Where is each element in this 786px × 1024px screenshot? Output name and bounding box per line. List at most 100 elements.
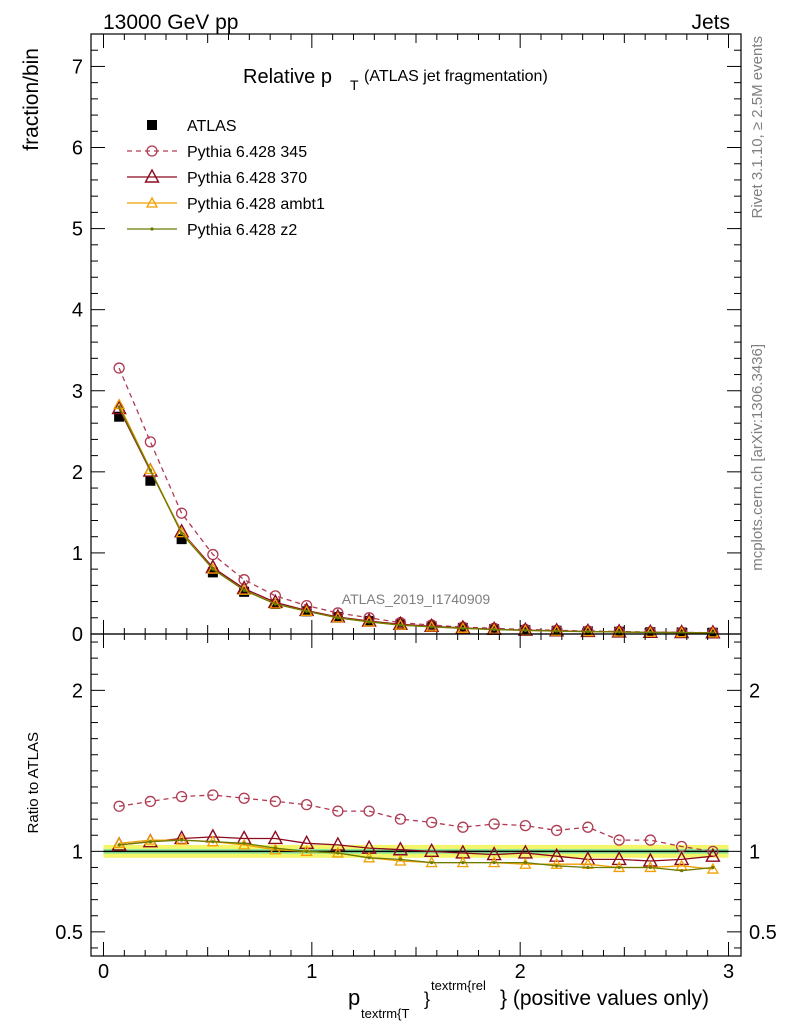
rivet-label: Rivet 3.1.10, ≥ 2.5M events: [749, 36, 766, 219]
y-tick-label: 2: [72, 680, 83, 702]
header-left: 13000 GeV pp: [103, 11, 238, 34]
y-tick-label: 3: [72, 381, 83, 403]
data-point: [394, 854, 407, 866]
data-point: [711, 865, 715, 870]
data-point: [113, 800, 125, 812]
series-line: [118, 367, 713, 634]
data-point: [548, 847, 565, 862]
data-point: [461, 861, 465, 865]
data-point: [586, 630, 590, 634]
data-point: [180, 531, 184, 536]
data-point: [144, 795, 157, 808]
legend-item: Pythia 6.428 ambt1: [127, 196, 325, 213]
data-point: [211, 567, 215, 571]
data-point: [305, 849, 309, 853]
data-point: [673, 624, 690, 639]
data-point: [117, 405, 121, 409]
data-point: [269, 843, 282, 855]
legend-label: Pythia 6.428 z2: [187, 222, 297, 239]
data-point: [550, 857, 563, 869]
data-point: [582, 821, 594, 833]
data-point: [425, 816, 438, 829]
title-rest: (ATLAS jet fragmentation): [364, 68, 548, 85]
data-point: [305, 609, 309, 613]
x-tick-label: 2: [515, 961, 526, 983]
data-point: [430, 861, 434, 865]
legend-marker: [147, 120, 157, 130]
data-point: [523, 861, 527, 865]
legend-label: Pythia 6.428 ambt1: [187, 196, 325, 213]
data-point: [550, 824, 563, 837]
data-point: [180, 838, 184, 842]
main-panel: 0 1 2 3 4 5 6 7: [72, 33, 742, 646]
series-line: [119, 836, 713, 862]
series-pythia-6-428-z2: [117, 838, 715, 873]
data-point: [239, 586, 250, 597]
data-point: [648, 630, 652, 634]
y-tick-label-right: 1: [749, 841, 760, 863]
data-point: [332, 805, 344, 817]
data-point: [145, 475, 156, 486]
data-point: [144, 833, 157, 845]
legend-marker: [145, 196, 159, 208]
data-point: [238, 583, 251, 595]
mcplots-label: mcplots.cern.ch [arXiv:1306.3436]: [749, 344, 766, 571]
legend-item: Pythia 6.428 370: [127, 168, 307, 187]
data-point: [488, 818, 500, 830]
data-point: [644, 834, 657, 846]
data-point: [330, 836, 346, 851]
y-tick-label: 2: [72, 462, 83, 484]
y-tick-label-right: 2: [749, 680, 760, 702]
ratio-ylabel: Ratio to ATLAS: [25, 732, 42, 833]
legend-marker: [146, 145, 158, 157]
series-pythia-6-428-z2: [117, 405, 715, 635]
data-point: [175, 507, 188, 519]
data-point: [492, 861, 496, 865]
data-point: [148, 468, 152, 472]
data-point: [486, 846, 502, 861]
data-point: [113, 836, 126, 848]
y-tick-label: 1: [72, 543, 83, 565]
legend: ATLAS Pythia 6.428 345 Pythia 6.428 370 Pyt…: [127, 118, 325, 239]
data-point: [298, 834, 315, 849]
data-point: [642, 623, 659, 638]
data-point: [211, 840, 215, 844]
y-tick-label: 7: [72, 56, 83, 78]
y-tick-label: 6: [72, 138, 83, 160]
data-point: [111, 400, 127, 415]
data-point: [705, 624, 721, 639]
data-point: [175, 790, 188, 803]
data-point: [206, 562, 219, 574]
data-point: [705, 847, 721, 862]
legend-label: Pythia 6.428 345: [187, 144, 307, 161]
series-line: [118, 406, 713, 634]
xlabel-sup: textrm{rel: [431, 978, 486, 993]
header-right: Jets: [691, 11, 730, 34]
data-point: [363, 805, 375, 817]
data-point: [269, 795, 282, 808]
main-ylabel: fraction/bin: [20, 48, 43, 151]
data-point: [148, 840, 152, 844]
data-point: [144, 463, 157, 475]
data-point: [680, 869, 684, 873]
data-point: [519, 857, 532, 869]
x-axis-label: p textrm{T } textrm{rel } (positive valu…: [348, 978, 709, 1021]
y-tick-label: 0: [72, 624, 83, 646]
y-tick-label-right: 0.5: [749, 922, 777, 944]
watermark: ATLAS_2019_I1740909: [342, 591, 491, 607]
xlabel-brace: }: [424, 989, 430, 1009]
data-point: [242, 841, 246, 845]
data-point: [117, 843, 121, 847]
panel-frame: [90, 633, 742, 957]
legend-item: ATLAS: [147, 118, 237, 135]
y-tick-label: 5: [72, 219, 83, 241]
data-point: [617, 865, 621, 870]
data-point: [492, 627, 496, 632]
data-point: [273, 602, 277, 606]
data-point: [367, 856, 371, 860]
data-point: [613, 834, 625, 846]
data-point: [673, 850, 690, 866]
data-point: [523, 628, 527, 633]
data-point: [242, 588, 246, 592]
data-point: [175, 526, 188, 538]
